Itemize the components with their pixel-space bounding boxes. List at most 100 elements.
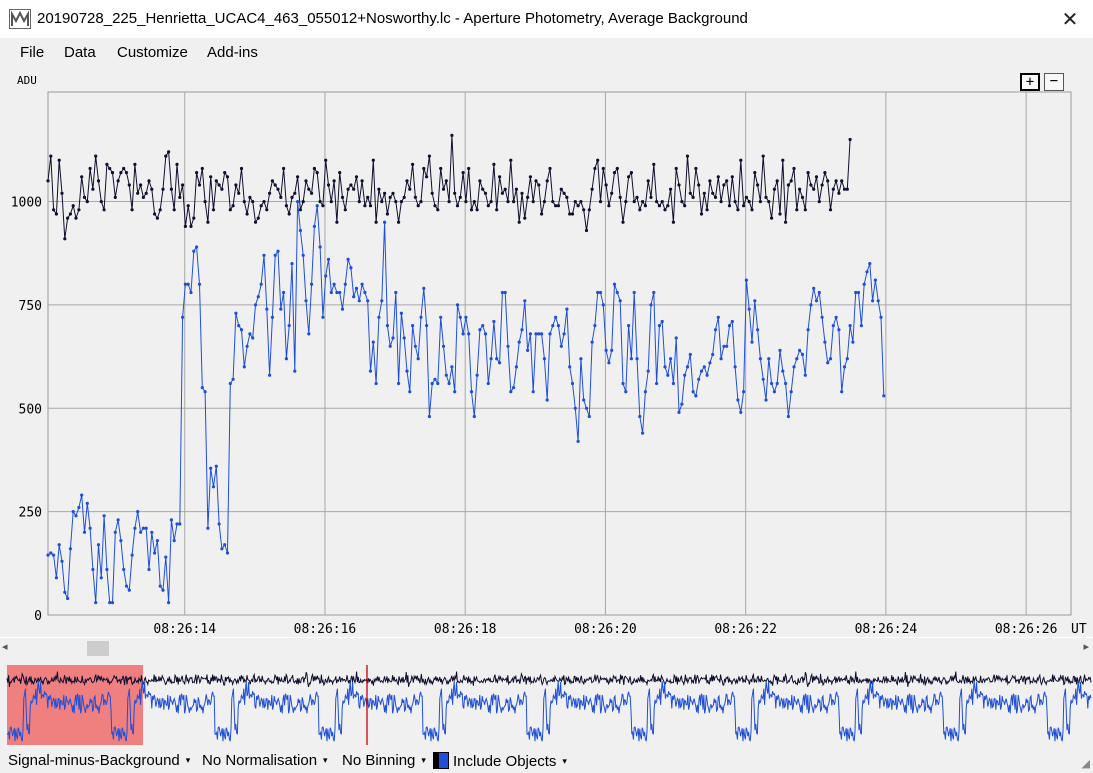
menu-data[interactable]: Data [64, 44, 96, 61]
data-point [573, 200, 577, 204]
data-point [461, 171, 465, 175]
scroll-left-icon[interactable]: ◂ [2, 641, 8, 653]
data-point [265, 307, 269, 311]
data-point [136, 191, 140, 195]
data-point [408, 187, 412, 191]
overview-strip[interactable] [0, 660, 1093, 748]
data-point [612, 171, 617, 175]
data-point [786, 183, 791, 187]
data-point [430, 381, 434, 386]
data-point [506, 344, 510, 348]
data-point [167, 601, 171, 605]
menu-file[interactable]: File [20, 44, 45, 61]
data-point [80, 175, 84, 179]
data-point [753, 299, 757, 303]
signal-mode-dropdown[interactable]: Signal-minus-Background ▾ [8, 752, 190, 769]
data-point [483, 191, 488, 195]
data-point [203, 390, 207, 394]
data-point [514, 365, 519, 369]
data-point [239, 166, 244, 171]
data-point [91, 187, 95, 191]
data-point [110, 171, 115, 175]
horizontal-scrollbar[interactable]: ◂ ▸ [0, 638, 1093, 660]
data-point [781, 369, 785, 373]
data-point [828, 357, 833, 361]
data-point [646, 369, 650, 373]
data-point [324, 158, 328, 162]
data-point [209, 466, 213, 470]
data-point [52, 208, 56, 212]
data-point [699, 212, 704, 216]
data-point [181, 315, 185, 319]
data-point [133, 162, 137, 166]
zoom-out-button[interactable]: − [1044, 73, 1064, 91]
data-point [489, 200, 493, 204]
data-point [492, 319, 496, 324]
data-point [742, 204, 746, 208]
data-point [478, 179, 482, 183]
data-point [834, 179, 838, 183]
data-point [391, 191, 395, 195]
data-point [736, 398, 740, 402]
data-point [239, 328, 244, 332]
data-point [161, 187, 165, 191]
data-point [851, 340, 855, 344]
data-point [666, 373, 670, 377]
y-tick-label: 250 [19, 506, 42, 521]
data-point [433, 377, 437, 381]
data-point [82, 195, 87, 199]
data-point [556, 324, 561, 328]
data-point [340, 307, 345, 311]
data-point [357, 200, 361, 204]
data-point [450, 133, 454, 137]
resize-grip-icon[interactable]: ◢ [1081, 758, 1090, 770]
data-point [601, 166, 605, 171]
menu-add-ins[interactable]: Add-ins [207, 44, 258, 61]
close-button[interactable]: ✕ [1047, 0, 1093, 38]
data-point [643, 204, 648, 208]
data-point [469, 208, 474, 212]
data-point [733, 200, 737, 204]
data-point [228, 208, 232, 212]
data-point [711, 191, 715, 195]
data-point [253, 220, 258, 224]
data-point [338, 290, 342, 295]
data-point [49, 154, 53, 158]
data-point [304, 179, 308, 183]
data-point [253, 303, 258, 307]
include-objects-dropdown[interactable]: Include Objects ▾ [433, 752, 567, 770]
data-point [655, 200, 659, 204]
binning-dropdown[interactable]: No Binning ▾ [342, 752, 426, 769]
data-point [436, 208, 440, 212]
menu-customize[interactable]: Customize [117, 44, 188, 61]
scrollbar-thumb[interactable] [87, 641, 109, 656]
plot-frame [47, 91, 1072, 616]
data-point [472, 200, 476, 204]
data-point [60, 559, 64, 563]
data-point [607, 204, 611, 208]
data-point [584, 228, 589, 233]
zoom-in-button[interactable]: + [1020, 73, 1040, 91]
data-point [352, 295, 356, 299]
data-point [716, 315, 720, 319]
data-point [632, 290, 636, 295]
data-point [394, 200, 398, 204]
scroll-right-icon[interactable]: ▸ [1083, 641, 1089, 653]
data-point [764, 398, 768, 402]
data-point [354, 286, 359, 290]
data-point [368, 204, 373, 208]
data-point [153, 551, 157, 555]
data-point [834, 315, 838, 319]
data-point [725, 344, 729, 348]
normalisation-dropdown[interactable]: No Normalisation ▾ [202, 752, 328, 769]
data-point [845, 187, 849, 191]
data-point [582, 208, 586, 212]
data-point [781, 158, 785, 162]
data-point [629, 357, 634, 361]
data-point [268, 373, 272, 377]
data-point [744, 195, 749, 199]
data-point [478, 328, 482, 332]
data-point [259, 282, 263, 286]
data-point [823, 340, 827, 344]
light-curve-chart[interactable]: 0 250 500 750 1000 08:26:14 08:26:16 08:26:18 0… [0, 67, 1093, 638]
